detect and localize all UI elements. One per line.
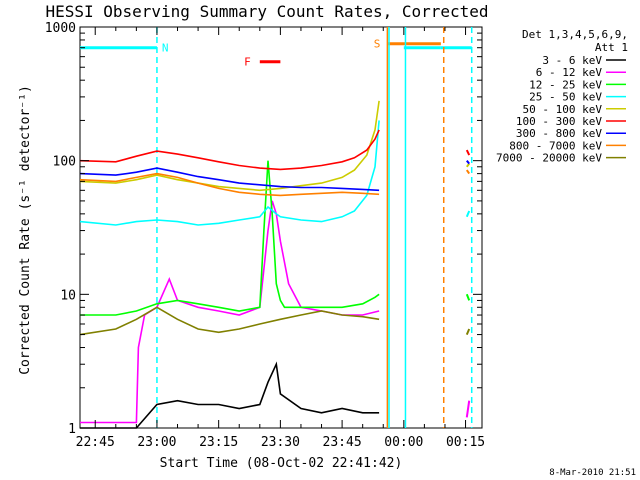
attenuator-state-bars: N F S <box>80 38 472 69</box>
series-line <box>80 200 380 424</box>
x-tick-label: 23:15 <box>199 435 238 450</box>
legend-entry-label: 300 - 800 keV <box>516 127 602 140</box>
series-line <box>80 160 380 316</box>
series-line-after-gap <box>466 160 470 165</box>
series-line <box>80 361 380 429</box>
legend-entry-label: 100 - 300 keV <box>516 115 602 128</box>
legend-entry-label: 3 - 6 keV <box>542 54 602 67</box>
y-axis-label: Corrected Count Rate (s⁻¹ detector⁻¹) <box>18 85 33 375</box>
state-bar-label: N <box>162 42 169 55</box>
legend-entry-label: 7000 - 20000 keV <box>496 152 602 165</box>
state-bar-label: S <box>374 38 381 51</box>
x-tick-label: 00:00 <box>384 435 423 450</box>
series-line <box>79 172 380 197</box>
legend-title: Att 1 <box>595 41 628 54</box>
x-tick-label: 23:45 <box>323 435 362 450</box>
series-lines <box>79 100 471 429</box>
legend-title: Det 1,3,4,5,6,9, <box>522 28 628 41</box>
series-line-after-gap <box>465 400 471 418</box>
series-line <box>79 129 380 171</box>
plot-area-border <box>79 26 483 429</box>
x-axis-label: Start Time (08-Oct-02 22:41:42) <box>160 456 403 471</box>
state-bar-label: F <box>244 56 251 69</box>
series-line <box>79 306 380 336</box>
chart-title: HESSI Observing Summary Count Rates, Cor… <box>45 2 488 21</box>
legend-entry-label: 800 - 7000 keV <box>509 139 602 152</box>
plot-timestamp: 8-Mar-2010 21:51 <box>549 468 636 478</box>
legend-entry-label: 6 - 12 keV <box>536 66 603 79</box>
y-tick-label: 100 <box>53 155 76 170</box>
legend-entry-label: 12 - 25 keV <box>529 78 602 91</box>
x-tick-label: 00:15 <box>446 435 485 450</box>
series-line-after-gap <box>465 149 471 156</box>
series-line <box>79 100 380 192</box>
y-tick-label: 1 <box>68 422 76 437</box>
series-line <box>79 167 380 192</box>
legend-entry-label: 50 - 100 keV <box>523 103 603 116</box>
x-tick-label: 23:00 <box>137 435 176 450</box>
gap-markers <box>156 27 473 428</box>
y-tick-label: 10 <box>60 288 76 303</box>
series-line-after-gap <box>465 328 471 335</box>
x-tick-label: 22:45 <box>76 435 115 450</box>
x-tick-label: 23:30 <box>261 435 300 450</box>
series-line-after-gap <box>465 163 471 168</box>
plot-frame <box>79 26 483 429</box>
y-tick-label: 1000 <box>45 21 76 36</box>
axis-ticks: 22:45 23:00 23:15 23:30 23:45 00:00 00:15 1 10 10… <box>45 21 485 450</box>
series-line-after-gap <box>465 210 471 218</box>
series-line-after-gap <box>465 293 471 301</box>
series-line-after-gap <box>465 169 471 175</box>
series-line <box>79 120 380 226</box>
legend-entry-label: 25 - 50 keV <box>529 91 602 104</box>
